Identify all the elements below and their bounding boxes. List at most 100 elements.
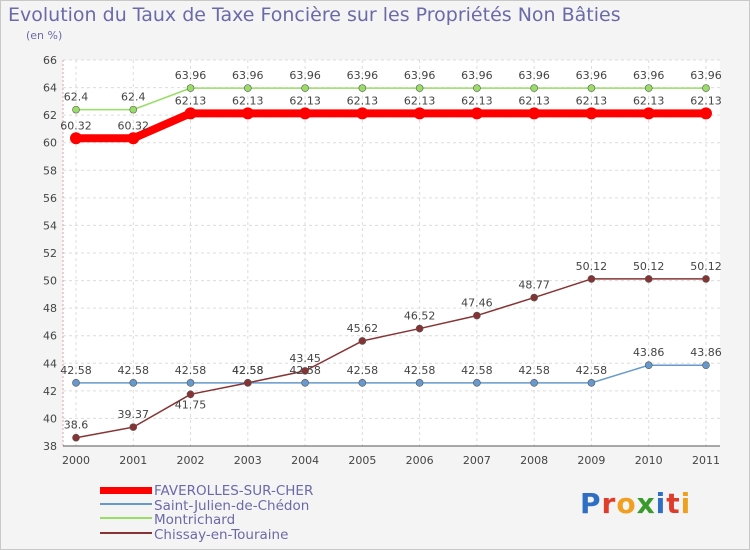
y-tick-label: 56 (43, 192, 57, 205)
data-point (184, 107, 197, 120)
data-point (644, 84, 653, 92)
data-label: 47.46 (461, 297, 493, 310)
data-point (72, 105, 80, 114)
data-label: 45.62 (347, 322, 379, 335)
data-point (530, 293, 538, 302)
data-label: 43.45 (289, 352, 321, 365)
logo-letter: x (636, 487, 656, 520)
y-tick-label: 64 (43, 82, 57, 95)
data-point (415, 324, 424, 333)
y-tick-label: 50 (43, 275, 57, 288)
data-label: 62.13 (175, 94, 207, 107)
x-tick-label: 2001 (119, 454, 147, 467)
data-point (129, 423, 138, 431)
data-label: 43.86 (690, 346, 722, 359)
x-tick-label: 2009 (577, 454, 605, 467)
data-point (129, 105, 138, 114)
data-point (702, 361, 710, 370)
data-point (587, 379, 596, 387)
data-point (473, 311, 481, 320)
data-point (299, 107, 312, 120)
data-label: 62.13 (690, 94, 722, 107)
data-label: 42.58 (347, 364, 379, 377)
y-tick-label: 54 (43, 219, 57, 232)
legend-label: Saint-Julien-de-Chédon (154, 497, 310, 514)
logo-letter: t (666, 487, 681, 520)
legend-swatch-faverolles (100, 487, 152, 494)
data-label: 42.58 (461, 364, 493, 377)
data-point (587, 275, 596, 283)
data-label: 63.96 (690, 69, 722, 82)
x-tick-label: 2006 (406, 454, 434, 467)
data-point (644, 361, 653, 370)
logo-letter: o (616, 487, 637, 520)
legend-label: Montrichard (154, 512, 236, 528)
y-axis-unit: (en %) (26, 29, 63, 42)
data-point (72, 379, 80, 387)
y-tick-label: 62 (43, 109, 57, 122)
legend-label: Chissay-en-Touraine (154, 526, 289, 543)
data-point (415, 84, 424, 92)
data-point (702, 275, 710, 283)
data-point (186, 379, 195, 387)
data-label: 63.96 (404, 69, 436, 82)
x-tick-label: 2007 (463, 454, 491, 467)
data-label: 63.96 (461, 69, 493, 82)
y-tick-label: 58 (43, 164, 57, 177)
data-label: 46.52 (404, 310, 436, 323)
data-label: 41.75 (175, 398, 207, 411)
data-label: 63.96 (175, 69, 207, 82)
data-label: 63.96 (347, 69, 379, 82)
data-point (129, 379, 138, 387)
data-label: 39.37 (118, 408, 150, 421)
data-point (470, 107, 483, 120)
y-tick-label: 46 (43, 330, 57, 343)
data-label: 62.13 (576, 94, 608, 107)
data-label: 38.6 (64, 419, 89, 432)
data-point (72, 433, 80, 442)
data-label: 62.13 (633, 94, 665, 107)
y-tick-label: 44 (43, 357, 57, 370)
x-tick-label: 2002 (177, 454, 205, 467)
x-tick-label: 2004 (291, 454, 319, 467)
y-tick-label: 48 (43, 302, 57, 315)
data-point (301, 379, 309, 387)
data-point (644, 275, 653, 283)
chart-title: Evolution du Taux de Taxe Foncière sur l… (8, 4, 621, 26)
data-point (244, 379, 252, 387)
logo-letter: P (580, 487, 602, 520)
y-tick-label: 42 (43, 385, 57, 398)
logo-letter: r (601, 487, 617, 520)
data-point (186, 84, 195, 92)
data-point (241, 107, 254, 120)
data-label: 42.58 (118, 364, 150, 377)
data-label: 42.58 (232, 364, 264, 377)
logo-letter: i (680, 487, 692, 520)
data-label: 63.96 (232, 69, 264, 82)
data-label: 63.96 (633, 69, 665, 82)
x-tick-label: 2008 (520, 454, 548, 467)
legend-swatch-saint-julien (100, 502, 152, 505)
data-label: 42.58 (576, 364, 608, 377)
x-tick-label: 2003 (234, 454, 262, 467)
series-line (75, 278, 706, 439)
data-label: 62.4 (121, 91, 146, 104)
data-point (358, 84, 367, 92)
proxiti-logo: Proxiti (580, 487, 691, 520)
data-label: 60.32 (118, 119, 150, 132)
data-label: 50.12 (576, 260, 608, 273)
data-point (415, 379, 424, 387)
data-label: 42.58 (232, 364, 264, 377)
data-point (301, 367, 309, 375)
x-tick-label: 2000 (62, 454, 90, 467)
data-label: 62.13 (347, 94, 379, 107)
y-tick-label: 52 (43, 247, 57, 260)
series-line (76, 364, 706, 384)
data-point (473, 84, 481, 92)
data-label: 62.13 (518, 94, 550, 107)
series-line (76, 87, 706, 111)
legend-label: FAVEROLLES-SUR-CHER (154, 483, 314, 499)
data-label: 42.58 (404, 364, 436, 377)
data-label: 42.58 (60, 364, 92, 377)
